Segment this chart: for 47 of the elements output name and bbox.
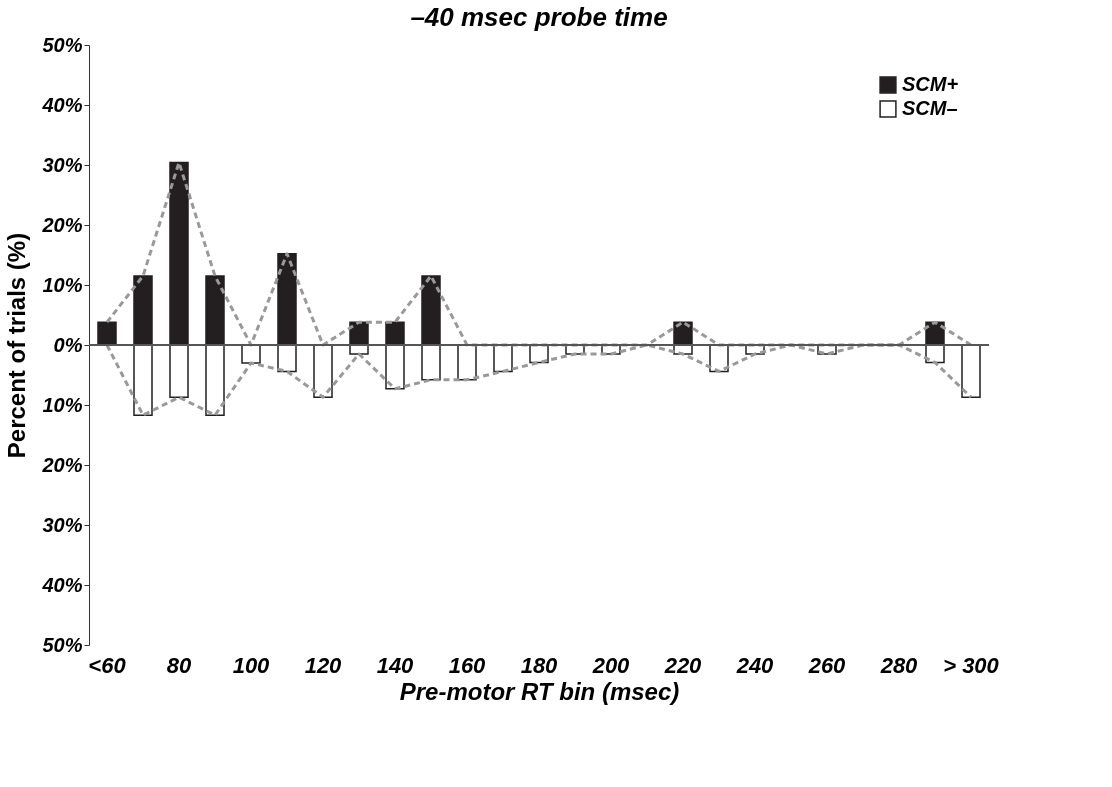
chart-title: –40 msec probe time [410, 2, 668, 32]
x-tick-label: 120 [304, 652, 343, 678]
bar [421, 275, 441, 346]
y-tick-label: 10% [42, 273, 83, 296]
legend-label: SCM+ [902, 73, 959, 95]
x-tick-label: 160 [448, 652, 487, 678]
y-tick-label: 0% [53, 333, 83, 356]
bar [241, 344, 261, 364]
x-tick-label: 280 [879, 652, 919, 678]
x-tick-label: 100 [232, 652, 271, 678]
x-tick-label: 220 [663, 652, 703, 678]
x-tick-label: 240 [735, 652, 775, 678]
bar [385, 344, 405, 390]
y-tick-label: 10% [42, 393, 83, 416]
bar [97, 321, 117, 346]
x-tick-label: 200 [591, 652, 631, 678]
x-tick-label: <60 [88, 652, 127, 678]
bar [205, 344, 225, 416]
bar [385, 321, 405, 346]
bar [277, 344, 297, 373]
bar [277, 253, 297, 346]
bar [169, 161, 189, 346]
y-tick-label: 40% [41, 573, 83, 596]
y-tick-label: 50% [42, 633, 83, 656]
bar [169, 344, 189, 398]
bar [493, 344, 513, 373]
x-tick-label: 140 [376, 652, 415, 678]
bar [313, 344, 333, 398]
legend-label: SCM– [902, 97, 958, 119]
bar [457, 344, 477, 381]
bar [133, 275, 153, 346]
y-axis-title: Percent of trials (%) [3, 232, 31, 459]
x-tick-label: 80 [166, 652, 192, 678]
y-tick-label: 20% [41, 213, 83, 236]
bar [133, 344, 153, 416]
y-tick-label: 30% [42, 153, 83, 176]
y-tick-label: 40% [41, 93, 83, 116]
bar [205, 275, 225, 346]
x-tick-label: > 300 [943, 652, 1000, 678]
x-tick-label: 260 [807, 652, 847, 678]
bar [961, 344, 981, 398]
y-tick-label: 20% [41, 453, 83, 476]
y-tick-label: 30% [42, 513, 83, 536]
x-axis-title: Pre-motor RT bin (msec) [399, 677, 680, 705]
y-tick-label: 50% [42, 33, 83, 56]
bar [421, 344, 441, 381]
x-tick-label: 180 [520, 652, 559, 678]
